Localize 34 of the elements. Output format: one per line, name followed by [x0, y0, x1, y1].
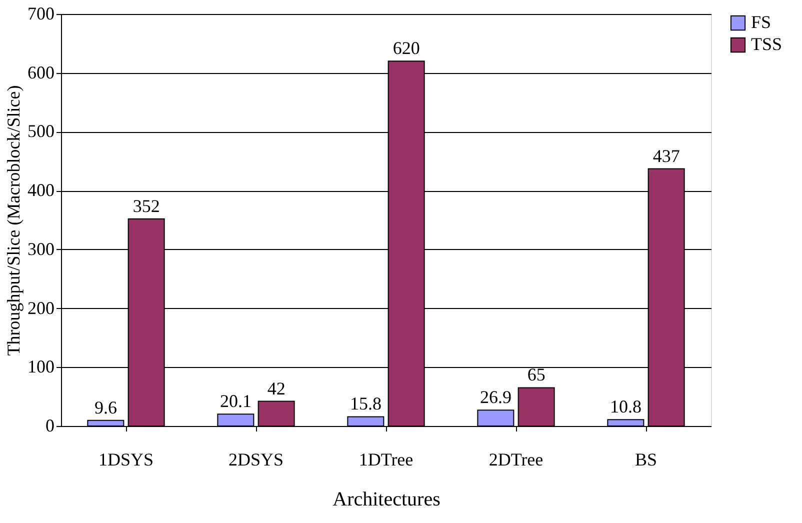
- y-tick-label: 0: [46, 416, 54, 436]
- data-label: 352: [132, 196, 160, 216]
- bar: [607, 419, 644, 426]
- x-tick-label: 2DSYS: [228, 450, 284, 470]
- bar: [347, 416, 384, 426]
- bar: [518, 387, 555, 426]
- bar: [477, 410, 514, 426]
- bar: [258, 400, 295, 426]
- data-label: 26.9: [480, 387, 512, 408]
- data-label: 65: [527, 364, 546, 385]
- data-label: 620: [392, 38, 420, 58]
- x-tick-label: 2DTree: [488, 450, 544, 470]
- data-label: 15.8: [350, 394, 382, 414]
- bar: [87, 420, 124, 426]
- x-tick-label: 1DSYS: [98, 450, 154, 470]
- y-tick-label: 500: [28, 121, 54, 142]
- data-label: 10.8: [610, 396, 642, 417]
- x-tick-label: BS: [634, 450, 658, 470]
- bar: [217, 414, 254, 426]
- legend-label: TSS: [751, 34, 782, 54]
- x-axis-title: Architectures: [332, 488, 441, 510]
- data-label: 9.6: [94, 397, 117, 418]
- x-tick-label: 1DTree: [358, 450, 414, 470]
- legend-label: FS: [751, 12, 772, 32]
- data-label: 20.1: [220, 391, 252, 412]
- data-label: 437: [652, 146, 680, 166]
- y-tick-label: 300: [28, 238, 54, 259]
- data-label: 42: [267, 378, 286, 398]
- y-tick-label: 700: [28, 4, 54, 24]
- y-tick-label: 400: [28, 180, 54, 200]
- y-tick-label: 100: [28, 356, 54, 377]
- y-tick-label: 600: [28, 62, 54, 82]
- y-axis-title: Throughput/Slice (Macroblock/Slice): [4, 85, 24, 356]
- y-tick-label: 200: [28, 298, 54, 318]
